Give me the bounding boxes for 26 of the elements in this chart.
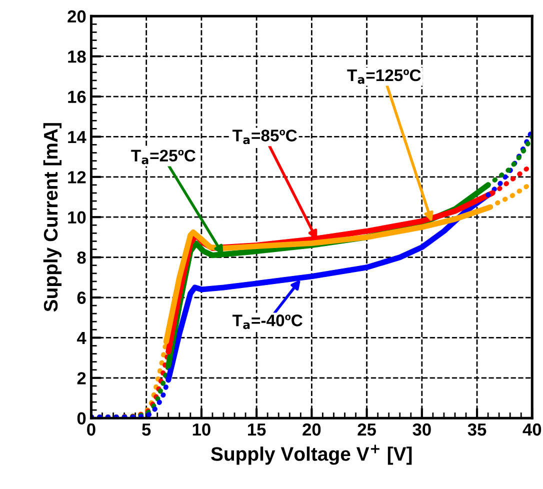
y-tick-label: 14 bbox=[68, 131, 86, 144]
x-tick-label: 25 bbox=[358, 423, 376, 436]
y-tick-label: 6 bbox=[77, 292, 86, 304]
annotation: T$_{a}$=85ºC bbox=[232, 130, 297, 144]
y-tick-label: 0 bbox=[77, 412, 86, 425]
x-tick-label: 15 bbox=[248, 424, 266, 436]
y-axis-title: Supply Current [mA] bbox=[43, 123, 62, 312]
y-tick-label: 10 bbox=[68, 211, 86, 224]
x-tick-label: 30 bbox=[412, 423, 431, 436]
x-tick-label: 20 bbox=[302, 423, 321, 436]
x-axis-title: Supply Voltage V$^{+}$ [V] bbox=[211, 444, 412, 465]
x-tick-label: 35 bbox=[468, 423, 486, 436]
y-tick-label: 18 bbox=[68, 50, 86, 63]
x-tick-label: 40 bbox=[522, 423, 542, 436]
x-tick-label: 5 bbox=[142, 424, 151, 436]
y-tick-label: 8 bbox=[77, 251, 86, 264]
y-tick-label: 20 bbox=[68, 10, 86, 23]
annotation: T$_{a}$=-40ºC bbox=[232, 314, 302, 330]
y-tick-label: 16 bbox=[68, 90, 86, 103]
x-tick-label: 0 bbox=[87, 423, 96, 436]
annotation: T$_{a}$=25ºC bbox=[131, 150, 196, 164]
y-tick-label: 12 bbox=[68, 171, 86, 184]
y-tick-label: 2 bbox=[77, 372, 86, 384]
annotation: T$_{a}$=125ºC bbox=[347, 69, 421, 84]
x-tick-label: 10 bbox=[192, 423, 210, 436]
y-tick-label: 4 bbox=[76, 332, 86, 344]
